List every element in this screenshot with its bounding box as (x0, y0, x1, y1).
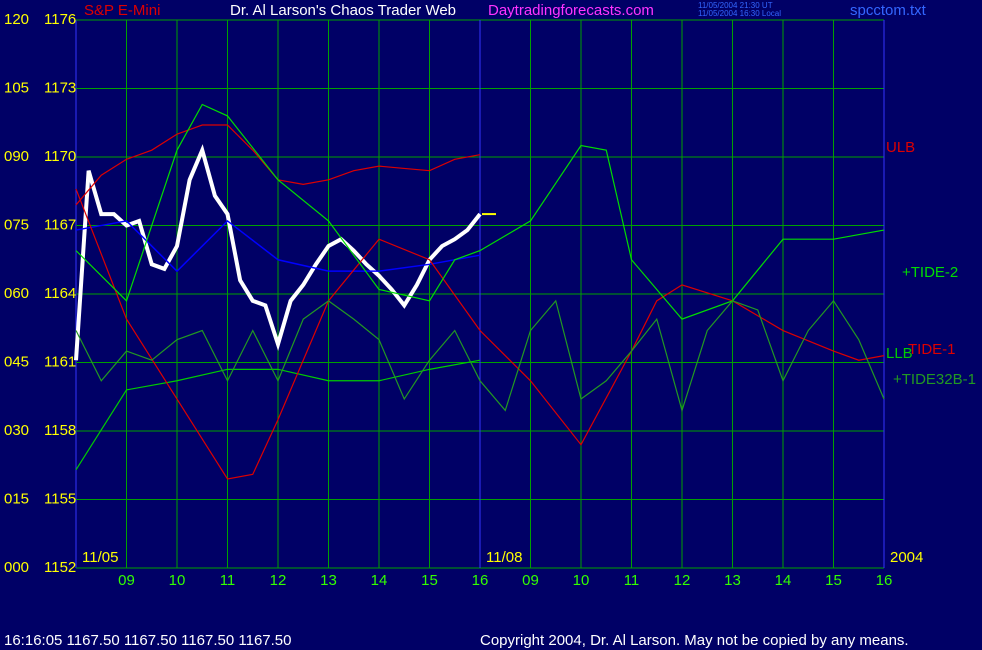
x-tick-label: 11 (220, 572, 236, 589)
x-tick-label: 13 (724, 572, 741, 589)
x-tick-label: 10 (573, 572, 590, 589)
x-tick-label: 14 (371, 572, 388, 589)
y-tick-label: 1170 (44, 148, 76, 165)
series-line (75, 103, 885, 320)
y2-tick-label: 030 (4, 422, 29, 439)
y2-tick-label: 060 (4, 285, 29, 302)
file-name: spcctom.txt (850, 2, 927, 19)
y2-tick-label: 015 (4, 490, 29, 507)
x-tick-label: 10 (169, 572, 186, 589)
status-text: 16:16:05 1167.50 1167.50 1167.50 1167.50 (4, 632, 292, 649)
y-tick-label: 1152 (44, 559, 76, 576)
x-tick-label: 16 (472, 572, 489, 589)
x-tick-label: 12 (674, 572, 691, 589)
x-tick-label: 14 (775, 572, 792, 589)
y2-tick-label: 120 (4, 11, 29, 28)
y-tick-label: 1176 (44, 11, 76, 28)
y-tick-label: 1155 (44, 490, 76, 507)
copyright: Copyright 2004, Dr. Al Larson. May not b… (480, 632, 909, 649)
chart-title: Dr. Al Larson's Chaos Trader Web (230, 2, 456, 19)
y2-tick-label: 075 (4, 216, 29, 233)
timestamp-local: 11/05/2004 16:30 Local (698, 9, 781, 18)
y2-tick-label: 105 (4, 79, 29, 96)
y2-tick-label: 045 (4, 353, 29, 370)
x-tick-label: 09 (118, 572, 135, 589)
date-label: 11/08 (486, 549, 522, 566)
x-tick-label: 15 (421, 572, 438, 589)
series-line (75, 359, 481, 471)
series-line (75, 299, 885, 413)
series-label: TIDE-1 (908, 341, 956, 358)
x-tick-label: 16 (876, 572, 893, 589)
series-line (75, 188, 885, 480)
x-tick-label: 09 (522, 572, 539, 589)
y2-tick-label: 090 (4, 148, 29, 165)
x-tick-label: 13 (320, 572, 337, 589)
series-label: LLB (886, 345, 913, 362)
series-line (74, 144, 482, 361)
timestamp-ut: 11/05/2004 21:30 UT (698, 1, 773, 10)
series-label: ULB (886, 139, 915, 156)
x-tick-label: 12 (270, 572, 287, 589)
site-name: Daytradingforecasts.com (488, 2, 654, 19)
y-tick-label: 1173 (44, 79, 76, 96)
y-tick-label: 1158 (44, 422, 76, 439)
date-label: 2004 (890, 549, 923, 566)
series-label: +TIDE32B-1 (893, 371, 976, 388)
y-tick-label: 1161 (44, 353, 76, 370)
y-tick-label: 1167 (44, 216, 76, 233)
series-label: +TIDE-2 (902, 264, 958, 281)
x-tick-label: 15 (825, 572, 842, 589)
x-tick-label: 11 (624, 572, 640, 589)
y-tick-label: 1164 (44, 285, 76, 302)
date-label: 11/05 (82, 549, 118, 566)
instrument-label: S&P E-Mini (84, 2, 160, 19)
series-line (75, 219, 481, 273)
y2-tick-label: 000 (4, 559, 29, 576)
